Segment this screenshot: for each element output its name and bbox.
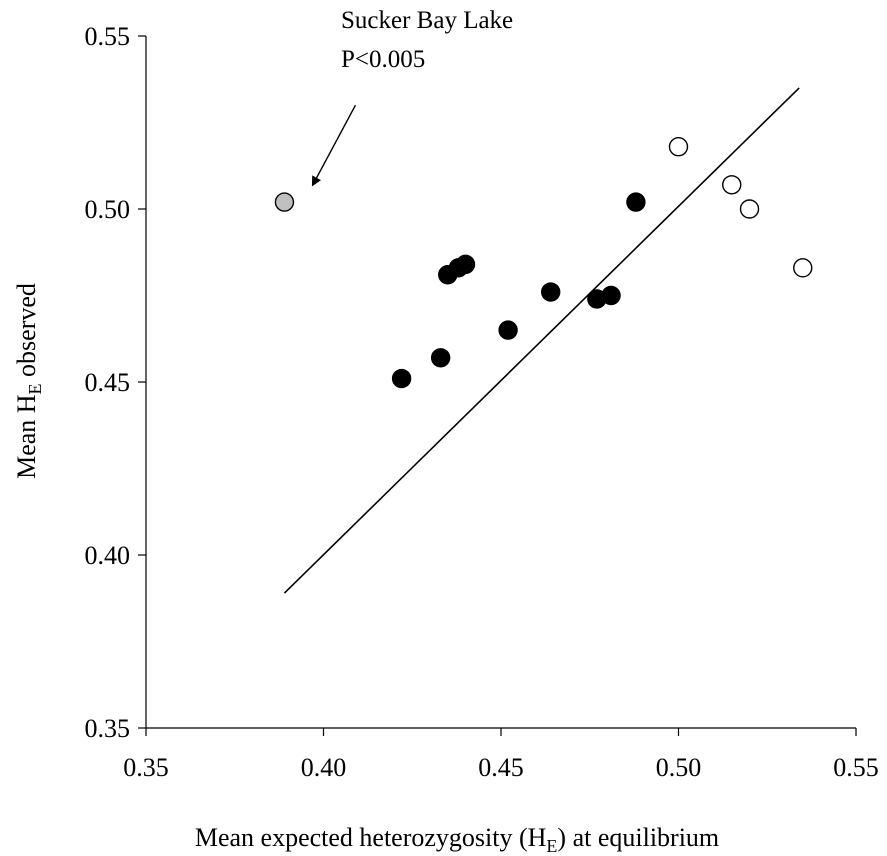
data-points <box>274 137 813 389</box>
y-axis-title: Mean HE observed <box>12 283 45 479</box>
data-point-filled-black <box>391 368 412 389</box>
annotation-arrow <box>311 104 357 187</box>
x-tick-label: 0.45 <box>478 753 524 782</box>
x-tick-label: 0.40 <box>301 753 347 782</box>
y-tick-label: 0.45 <box>85 368 131 397</box>
annotation: Sucker Bay Lake P<0.005 <box>311 7 513 187</box>
data-point-open-white <box>722 175 742 195</box>
data-point-filled-black <box>498 320 518 340</box>
data-point-filled-black <box>626 192 646 212</box>
data-point-open-white <box>668 137 689 157</box>
x-tick-label: 0.35 <box>123 753 169 782</box>
y-tick-label: 0.35 <box>85 714 131 743</box>
y-tick-label: 0.50 <box>85 195 131 224</box>
x-tick-label: 0.55 <box>833 753 879 782</box>
y-axis-ticks: 0.35 0.40 0.45 0.50 0.55 <box>85 22 146 743</box>
regression-line <box>283 87 800 594</box>
data-point-filled-black <box>541 282 561 302</box>
data-point-filled-black <box>455 254 476 275</box>
data-point-filled-black <box>430 348 451 368</box>
data-point-open-white <box>793 258 813 278</box>
data-point-open-white <box>739 199 760 219</box>
x-axis-ticks: 0.35 0.40 0.45 0.50 0.55 <box>123 728 879 782</box>
x-axis-title: Mean expected heterozygosity (HE) at equ… <box>195 823 719 856</box>
y-tick-label: 0.40 <box>85 541 131 570</box>
annotation-pvalue: P<0.005 <box>341 46 425 73</box>
annotation-title: Sucker Bay Lake <box>341 7 513 34</box>
data-point-grey <box>274 192 295 212</box>
data-point-filled-black <box>601 285 621 306</box>
x-tick-label: 0.50 <box>656 753 702 782</box>
y-tick-label: 0.55 <box>85 22 131 51</box>
